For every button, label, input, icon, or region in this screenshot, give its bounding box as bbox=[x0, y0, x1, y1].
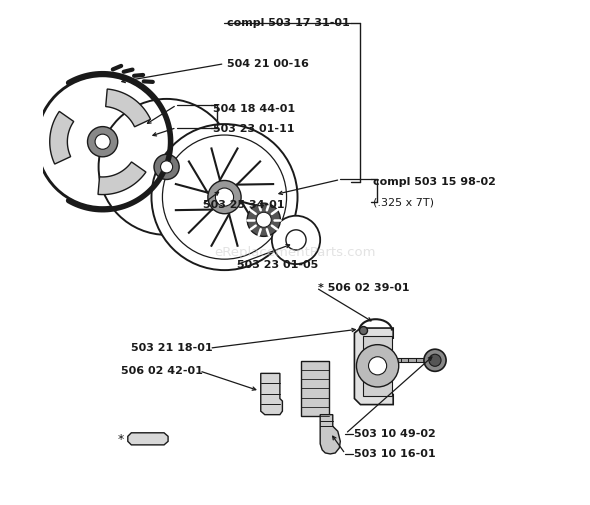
Text: *: * bbox=[118, 433, 124, 446]
Circle shape bbox=[95, 134, 110, 149]
Circle shape bbox=[162, 135, 287, 259]
Circle shape bbox=[215, 188, 234, 206]
Circle shape bbox=[429, 354, 441, 366]
Text: 503 23 01-05: 503 23 01-05 bbox=[237, 260, 319, 270]
Polygon shape bbox=[98, 162, 146, 194]
Text: 503 21 18-01: 503 21 18-01 bbox=[132, 343, 213, 353]
Circle shape bbox=[247, 203, 280, 236]
Circle shape bbox=[87, 127, 118, 157]
Circle shape bbox=[272, 216, 320, 264]
Circle shape bbox=[424, 349, 446, 371]
Polygon shape bbox=[320, 415, 340, 454]
Circle shape bbox=[356, 344, 399, 387]
Circle shape bbox=[152, 124, 297, 270]
Circle shape bbox=[256, 212, 271, 227]
Text: 503 25 34-01: 503 25 34-01 bbox=[204, 199, 285, 210]
Circle shape bbox=[154, 155, 179, 179]
Text: compl 503 15 98-02: compl 503 15 98-02 bbox=[373, 177, 496, 187]
Text: 503 23 01-11: 503 23 01-11 bbox=[214, 124, 295, 134]
Text: eReplacementParts.com: eReplacementParts.com bbox=[214, 246, 376, 259]
Polygon shape bbox=[355, 328, 393, 405]
Polygon shape bbox=[394, 358, 426, 362]
Text: 503 10 16-01: 503 10 16-01 bbox=[355, 449, 436, 459]
Text: 503 10 49-02: 503 10 49-02 bbox=[355, 429, 436, 439]
Text: (.325 x 7T): (.325 x 7T) bbox=[373, 197, 434, 207]
Polygon shape bbox=[128, 433, 168, 445]
Polygon shape bbox=[301, 361, 329, 416]
Circle shape bbox=[208, 180, 241, 214]
Circle shape bbox=[99, 99, 235, 235]
Text: compl 503 17 31-01: compl 503 17 31-01 bbox=[227, 18, 350, 28]
Text: 506 02 42-01: 506 02 42-01 bbox=[122, 366, 203, 376]
Text: 504 18 44-01: 504 18 44-01 bbox=[214, 104, 296, 114]
Text: 504 21 00-16: 504 21 00-16 bbox=[227, 59, 309, 69]
Polygon shape bbox=[261, 373, 283, 415]
Polygon shape bbox=[50, 112, 74, 164]
Polygon shape bbox=[363, 336, 392, 396]
Circle shape bbox=[369, 357, 386, 375]
Circle shape bbox=[37, 76, 168, 207]
Text: * 506 02 39-01: * 506 02 39-01 bbox=[317, 283, 409, 293]
Circle shape bbox=[359, 327, 368, 335]
Polygon shape bbox=[106, 89, 150, 127]
Circle shape bbox=[160, 161, 173, 173]
Circle shape bbox=[286, 230, 306, 250]
